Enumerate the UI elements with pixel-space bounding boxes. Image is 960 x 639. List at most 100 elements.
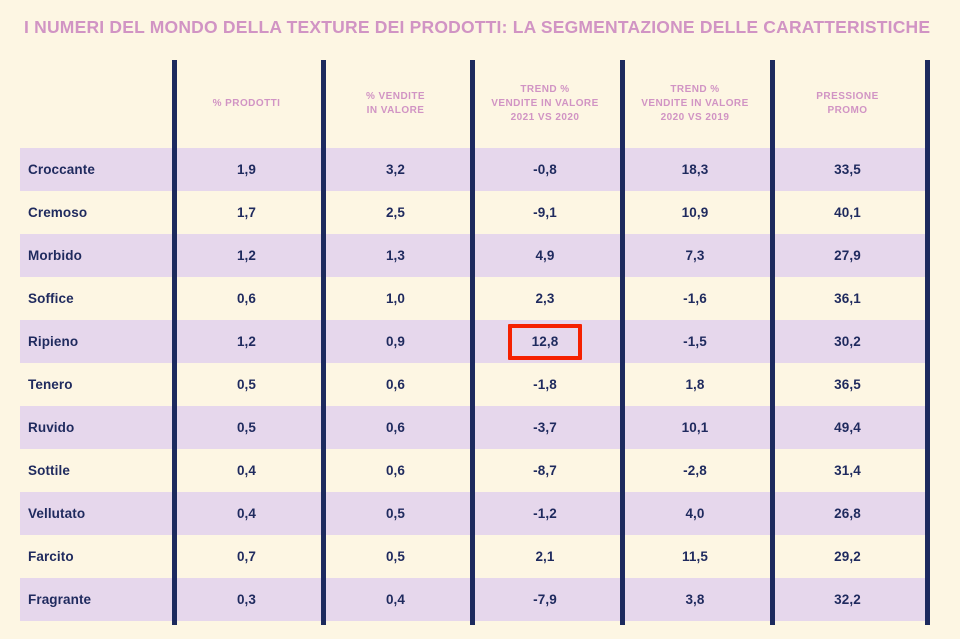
cell-value: 0,5 — [385, 506, 406, 521]
data-cell: 11,5 — [620, 535, 770, 578]
cell-value: 0,6 — [385, 420, 406, 435]
header-label-vendite-valore: % VENDITE IN VALORE — [365, 91, 426, 116]
data-cell: 29,2 — [770, 535, 925, 578]
row-label: Soffice — [28, 291, 74, 306]
cell-value: -1,8 — [533, 377, 557, 392]
row-label-cell: Fragrante — [20, 578, 172, 621]
row-label: Vellutato — [28, 506, 86, 521]
data-cell: -1,8 — [470, 363, 620, 406]
data-cell: 0,6 — [321, 406, 470, 449]
data-cell: 10,9 — [620, 191, 770, 234]
table-row[interactable]: Farcito 0,7 0,5 2,1 11,5 29,2 — [20, 535, 930, 578]
table-row[interactable]: Vellutato 0,4 0,5 -1,2 4,0 26,8 — [20, 492, 930, 535]
cell-value: 4,0 — [685, 506, 705, 521]
column-divider-1 — [172, 60, 177, 625]
cell-value: 0,7 — [236, 549, 257, 564]
cell-value: 3,2 — [385, 162, 406, 177]
data-cell: 2,3 — [470, 277, 620, 320]
table-row[interactable]: Ruvido 0,5 0,6 -3,7 10,1 49,4 — [20, 406, 930, 449]
table-row[interactable]: Morbido 1,2 1,3 4,9 7,3 27,9 — [20, 234, 930, 277]
row-label-cell: Tenero — [20, 363, 172, 406]
cell-value: 26,8 — [834, 506, 861, 521]
row-label: Ruvido — [28, 420, 75, 435]
row-label: Cremoso — [28, 205, 88, 220]
row-label: Croccante — [28, 162, 95, 177]
data-cell: -1,2 — [470, 492, 620, 535]
cell-value: 0,3 — [236, 592, 257, 607]
data-cell: 1,0 — [321, 277, 470, 320]
data-cell: -7,9 — [470, 578, 620, 621]
data-cell: 31,4 — [770, 449, 925, 492]
data-cell: 0,4 — [172, 492, 321, 535]
data-cell: 0,6 — [321, 363, 470, 406]
table-row[interactable]: Tenero 0,5 0,6 -1,8 1,8 36,5 — [20, 363, 930, 406]
cell-value: 1,7 — [236, 205, 257, 220]
header-cell-texture — [20, 60, 172, 148]
cell-value: -9,1 — [533, 205, 557, 220]
data-cell: 0,3 — [172, 578, 321, 621]
header-label-trend-2020-2019: TREND % VENDITE IN VALORE 2020 VS 2019 — [641, 84, 749, 123]
cell-value: -2,8 — [683, 463, 707, 478]
header-cell-prodotti: % PRODOTTI — [172, 60, 321, 148]
data-cell: -8,7 — [470, 449, 620, 492]
cell-value: 36,1 — [834, 291, 861, 306]
data-cell: -3,7 — [470, 406, 620, 449]
data-cell: 26,8 — [770, 492, 925, 535]
cell-value: 1,9 — [236, 162, 257, 177]
data-cell: 0,5 — [321, 492, 470, 535]
cell-value: 1,2 — [236, 248, 257, 263]
row-label-cell: Ripieno — [20, 320, 172, 363]
cell-value: -7,9 — [533, 592, 557, 607]
data-cell: 0,9 — [321, 320, 470, 363]
cell-value: -1,5 — [683, 334, 707, 349]
data-cell: -2,8 — [620, 449, 770, 492]
cell-value: 1,2 — [236, 334, 257, 349]
table-row[interactable]: Ripieno 1,2 0,9 12,8 -1,5 30,2 — [20, 320, 930, 363]
row-label: Farcito — [28, 549, 74, 564]
row-label: Morbido — [28, 248, 82, 263]
table-row[interactable]: Sottile 0,4 0,6 -8,7 -2,8 31,4 — [20, 449, 930, 492]
cell-value: 7,3 — [685, 248, 705, 263]
table-row[interactable]: Croccante 1,9 3,2 -0,8 18,3 33,5 — [20, 148, 930, 191]
data-cell: 27,9 — [770, 234, 925, 277]
header-cell-vendite-valore: % VENDITE IN VALORE — [321, 60, 470, 148]
cell-value: 0,5 — [236, 377, 257, 392]
column-divider-6 — [925, 60, 930, 625]
table-row[interactable]: Soffice 0,6 1,0 2,3 -1,6 36,1 — [20, 277, 930, 320]
cell-value: 33,5 — [834, 162, 861, 177]
cell-value: 0,5 — [385, 549, 406, 564]
data-cell: 36,1 — [770, 277, 925, 320]
cell-value: -0,8 — [533, 162, 557, 177]
data-cell: 4,9 — [470, 234, 620, 277]
data-cell: 0,4 — [172, 449, 321, 492]
cell-value: -3,7 — [533, 420, 557, 435]
cell-value: 1,0 — [385, 291, 406, 306]
data-cell: 40,1 — [770, 191, 925, 234]
cell-value: 36,5 — [834, 377, 861, 392]
row-label: Sottile — [28, 463, 70, 478]
cell-value: 0,4 — [236, 506, 257, 521]
data-cell: 4,0 — [620, 492, 770, 535]
data-cell: 18,3 — [620, 148, 770, 191]
cell-value: 0,4 — [236, 463, 257, 478]
data-cell: 1,2 — [172, 320, 321, 363]
column-divider-4 — [620, 60, 625, 625]
data-cell: 1,8 — [620, 363, 770, 406]
row-label-cell: Farcito — [20, 535, 172, 578]
data-cell: 2,5 — [321, 191, 470, 234]
data-cell: 0,5 — [172, 363, 321, 406]
cell-value: -8,7 — [533, 463, 557, 478]
data-cell: 1,9 — [172, 148, 321, 191]
cell-value: 32,2 — [834, 592, 861, 607]
data-cell: 0,5 — [321, 535, 470, 578]
column-divider-3 — [470, 60, 475, 625]
table-row[interactable]: Fragrante 0,3 0,4 -7,9 3,8 32,2 — [20, 578, 930, 621]
cell-value: 0,4 — [385, 592, 406, 607]
data-cell: 12,8 — [470, 320, 620, 363]
data-cell: 49,4 — [770, 406, 925, 449]
header-cell-trend-2021-2020: TREND % VENDITE IN VALORE 2021 VS 2020 — [470, 60, 620, 148]
cell-value: 1,3 — [385, 248, 406, 263]
table-row[interactable]: Cremoso 1,7 2,5 -9,1 10,9 40,1 — [20, 191, 930, 234]
data-cell: 2,1 — [470, 535, 620, 578]
